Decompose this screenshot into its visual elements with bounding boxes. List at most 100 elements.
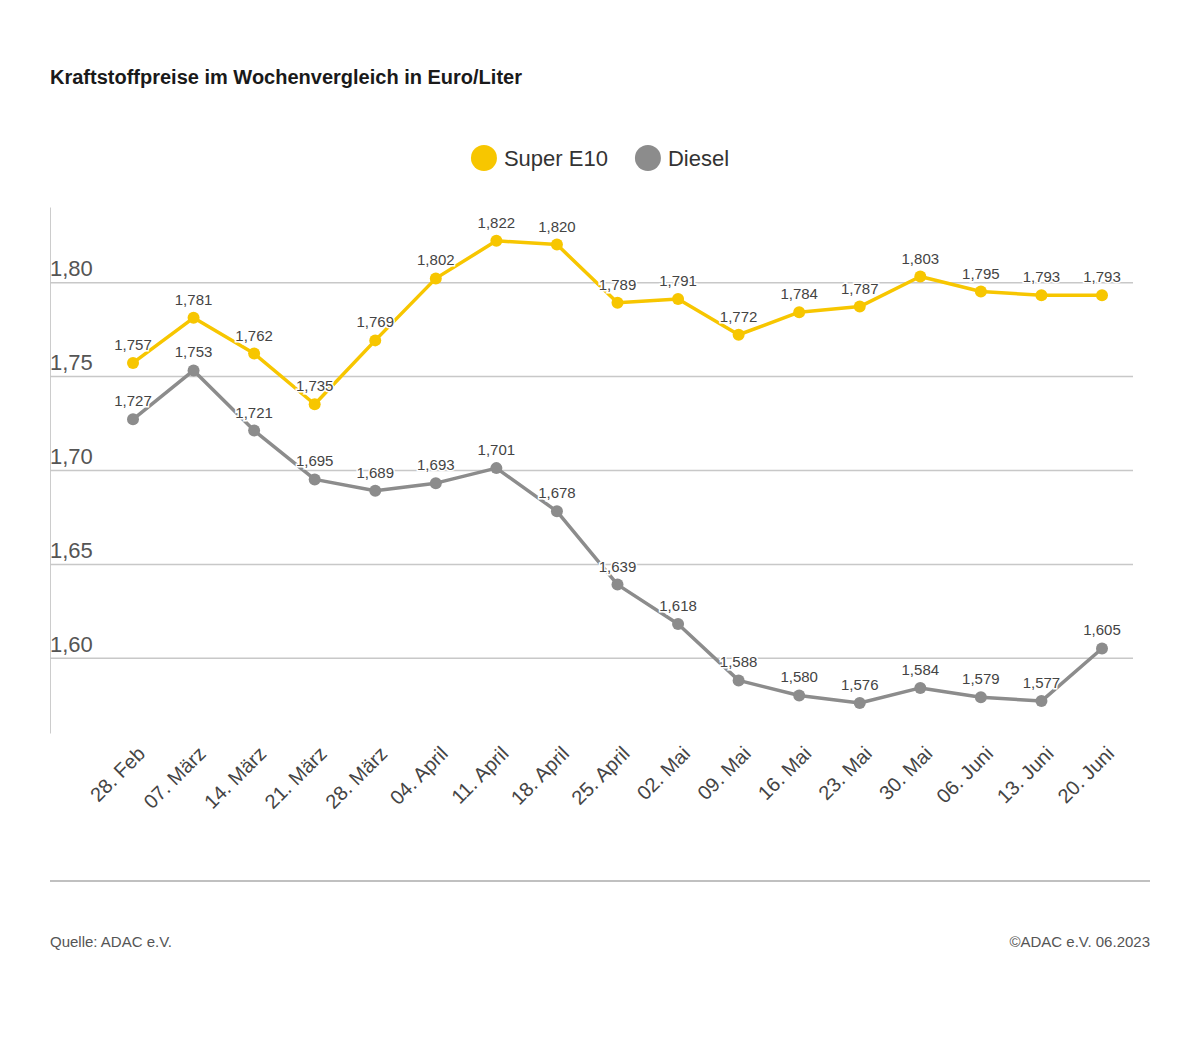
x-tick: 28. März: [321, 742, 392, 813]
grid-line: [50, 658, 1133, 660]
data-label: 1,757: [114, 336, 152, 353]
data-label: 1,577: [1023, 674, 1061, 691]
y-tick-label: 1,75: [50, 350, 93, 375]
data-label: 1,689: [356, 464, 394, 481]
x-tick-label: 13. Juni: [993, 742, 1058, 807]
x-tick-label: 04. April: [385, 742, 452, 809]
x-tick: 13. Juni: [993, 742, 1058, 807]
point: [854, 697, 866, 709]
data-labels: 1,7571,7811,7621,7351,7691,8021,8221,820…: [114, 214, 1121, 693]
data-label: 1,753: [175, 343, 213, 360]
x-tick: 04. April: [385, 742, 452, 809]
x-tick-label: 14. März: [200, 742, 271, 813]
data-label: 1,639: [599, 558, 637, 575]
x-tick: 23. Mai: [814, 742, 876, 804]
data-label: 1,762: [235, 327, 273, 344]
legend-item: Super E10: [471, 145, 608, 171]
grid-line: [50, 470, 1133, 472]
data-label: 1,693: [417, 456, 455, 473]
x-tick-label: 09. Mai: [693, 742, 755, 804]
x-tick: 11. April: [447, 742, 513, 808]
data-label: 1,769: [356, 313, 394, 330]
point: [733, 329, 745, 341]
point: [551, 239, 563, 251]
point: [551, 505, 563, 517]
title: Kraftstoffpreise im Wochenvergleich in E…: [50, 66, 522, 88]
x-axis: 28. Feb07. März14. März21. März28. März0…: [86, 742, 1119, 813]
x-tick: 20. Juni: [1053, 742, 1118, 807]
x-tick-label: 16. Mai: [754, 742, 816, 804]
y-tick-label: 1,70: [50, 444, 93, 469]
point: [733, 674, 745, 686]
chart: Kraftstoffpreise im Wochenvergleich in E…: [0, 0, 1200, 1053]
data-label: 1,793: [1083, 268, 1121, 285]
data-label: 1,580: [780, 668, 818, 685]
x-tick: 09. Mai: [693, 742, 755, 804]
point: [672, 293, 684, 305]
x-tick: 30. Mai: [875, 742, 937, 804]
x-tick-label: 25. April: [567, 742, 634, 809]
point: [188, 312, 200, 324]
x-tick-label: 21. März: [260, 742, 331, 813]
point: [490, 235, 502, 247]
data-label: 1,727: [114, 392, 152, 409]
x-tick: 06. Juni: [932, 742, 997, 807]
point: [854, 301, 866, 313]
x-tick: 21. März: [260, 742, 331, 813]
data-label: 1,803: [902, 250, 940, 267]
x-tick: 14. März: [200, 742, 271, 813]
data-label: 1,618: [659, 597, 697, 614]
point: [248, 348, 260, 360]
legend-item: Diesel: [635, 145, 729, 171]
x-tick: 02. Mai: [632, 742, 694, 804]
point: [248, 425, 260, 437]
x-tick-label: 06. Juni: [932, 742, 997, 807]
x-tick-label: 23. Mai: [814, 742, 876, 804]
point: [127, 413, 139, 425]
y-tick: 1,75: [50, 350, 1133, 376]
x-tick-label: 11. April: [447, 742, 513, 808]
copyright: ©ADAC e.V. 06.2023: [1009, 933, 1150, 950]
point: [612, 297, 624, 309]
data-label: 1,781: [175, 291, 213, 308]
series: [127, 235, 1108, 410]
point: [975, 691, 987, 703]
point: [188, 364, 200, 376]
x-tick: 16. Mai: [754, 742, 816, 804]
x-tick-label: 30. Mai: [875, 742, 937, 804]
y-tick: 1,60: [50, 632, 1133, 658]
point: [309, 398, 321, 410]
series-line: [133, 241, 1102, 404]
point: [612, 579, 624, 591]
point: [369, 485, 381, 497]
y-tick-label: 1,80: [50, 256, 93, 281]
data-label: 1,721: [235, 404, 273, 421]
point: [127, 357, 139, 369]
point: [1035, 289, 1047, 301]
x-tick-label: 02. Mai: [632, 742, 694, 804]
point: [430, 477, 442, 489]
data-label: 1,820: [538, 218, 576, 235]
data-label: 1,802: [417, 251, 455, 268]
point: [793, 689, 805, 701]
legend-label: Diesel: [668, 146, 729, 171]
point: [309, 473, 321, 485]
series-line: [133, 370, 1102, 703]
legend-marker: [471, 145, 497, 171]
grid-line: [50, 564, 1133, 566]
point: [1096, 289, 1108, 301]
x-tick-label: 07. März: [139, 742, 210, 813]
x-tick: 07. März: [139, 742, 210, 813]
point: [430, 272, 442, 284]
background: [0, 0, 1200, 1053]
data-label: 1,576: [841, 676, 879, 693]
x-tick-label: 20. Juni: [1053, 742, 1118, 807]
source: Quelle: ADAC e.V.: [50, 933, 172, 950]
point: [1035, 695, 1047, 707]
separator: [50, 880, 1150, 882]
data-label: 1,795: [962, 265, 1000, 282]
y-axis: 1,601,651,701,751,80: [50, 208, 1133, 734]
point: [914, 271, 926, 283]
x-tick-label: 18. April: [507, 742, 574, 809]
data-label: 1,787: [841, 280, 879, 297]
